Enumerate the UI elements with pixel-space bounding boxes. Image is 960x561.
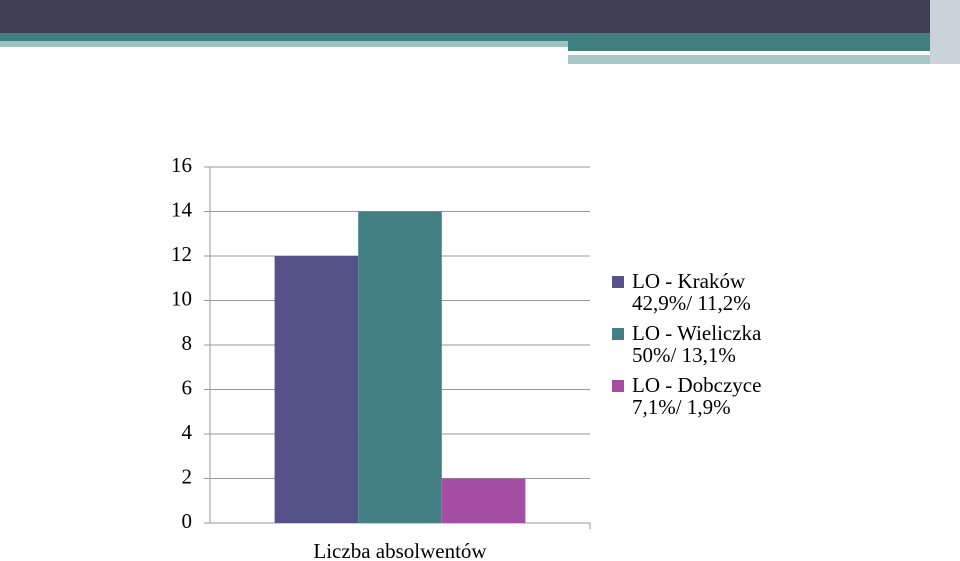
legend-swatch bbox=[612, 276, 624, 288]
x-tick-label: Liczba absolwentów bbox=[313, 539, 487, 561]
y-tick-label: 14 bbox=[171, 197, 193, 221]
y-tick-label: 4 bbox=[182, 420, 193, 444]
header-stripe bbox=[568, 41, 960, 51]
legend-swatch bbox=[612, 328, 624, 340]
legend: LO - Kraków 42,9%/ 11,2% LO - Wieliczka 5… bbox=[612, 270, 782, 426]
y-tick-label: 12 bbox=[171, 242, 192, 266]
y-tick-label: 10 bbox=[171, 286, 192, 310]
header-corner bbox=[930, 0, 960, 64]
bar bbox=[358, 211, 442, 523]
y-tick-label: 0 bbox=[182, 509, 193, 533]
header-bar bbox=[0, 0, 960, 33]
y-tick-label: 2 bbox=[182, 464, 193, 488]
bar bbox=[441, 478, 526, 523]
legend-item: LO - Wieliczka 50%/ 13,1% bbox=[612, 322, 782, 366]
y-tick-label: 8 bbox=[182, 331, 193, 355]
legend-swatch bbox=[612, 380, 624, 392]
legend-label: LO - Kraków 42,9%/ 11,2% bbox=[632, 269, 751, 315]
header-stripe bbox=[0, 41, 568, 47]
header-stripe bbox=[0, 33, 960, 41]
legend-label: LO - Wieliczka 50%/ 13,1% bbox=[632, 321, 762, 367]
y-tick-label: 16 bbox=[171, 153, 192, 177]
bar bbox=[274, 256, 359, 523]
legend-item: LO - Kraków 42,9%/ 11,2% bbox=[612, 270, 782, 314]
legend-item: LO - Dobczyce 7,1%/ 1,9% bbox=[612, 374, 782, 418]
header-stripe bbox=[568, 55, 960, 64]
legend-label: LO - Dobczyce 7,1%/ 1,9% bbox=[632, 373, 762, 419]
y-tick-label: 6 bbox=[182, 375, 193, 399]
